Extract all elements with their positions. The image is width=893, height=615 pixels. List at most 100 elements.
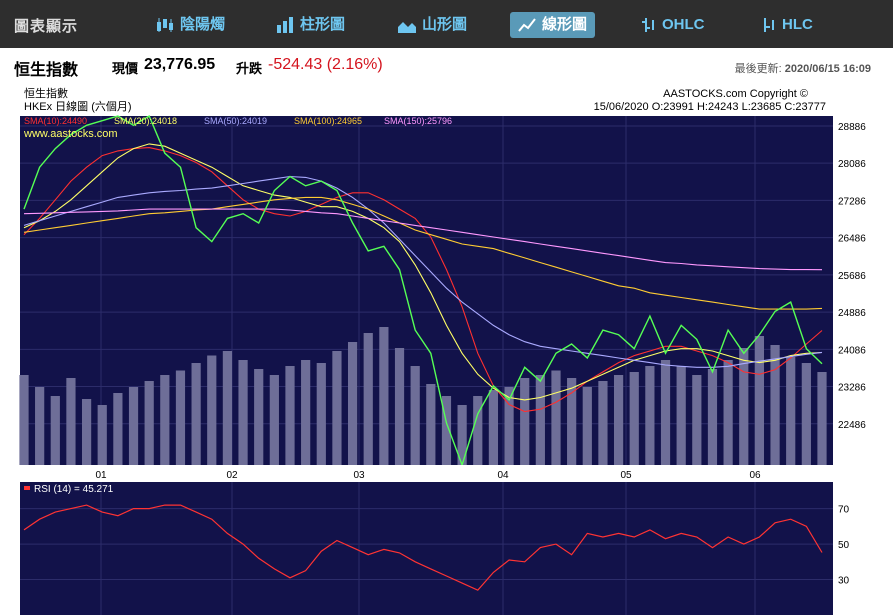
volume-bar bbox=[473, 396, 483, 465]
volume-bar bbox=[692, 375, 702, 465]
legend-entry-sma50: SMA(50):24019 bbox=[204, 116, 267, 126]
legend-entry-sma20: SMA(20):24018 bbox=[114, 116, 177, 126]
volume-bar bbox=[817, 372, 827, 465]
series-line-sma100 bbox=[23, 196, 823, 310]
x-tick-label: 03 bbox=[353, 470, 365, 481]
volume-bar bbox=[269, 375, 279, 465]
series-line-sma20 bbox=[23, 143, 823, 401]
tab-candlestick[interactable]: 陰陽燭 bbox=[156, 12, 225, 38]
main-y-tick-label: 28086 bbox=[838, 159, 866, 170]
volume-bar bbox=[676, 366, 686, 465]
current-price: 23,776.95 bbox=[144, 56, 216, 73]
main-y-tick-label: 22486 bbox=[838, 420, 866, 431]
volume-bar bbox=[66, 378, 76, 465]
volume-bar bbox=[645, 366, 655, 465]
tab-line[interactable]: 線形圖 bbox=[510, 12, 596, 38]
volume-bar bbox=[394, 348, 405, 465]
volume-bar bbox=[254, 369, 264, 465]
legend-entry-sma150: SMA(150):25796 bbox=[384, 116, 452, 126]
volume-bar bbox=[332, 351, 342, 465]
tab-hlc[interactable]: HLC bbox=[762, 12, 813, 38]
volume-bar bbox=[504, 387, 514, 465]
volume-bar bbox=[786, 357, 796, 465]
volume-bar bbox=[723, 360, 733, 465]
copyright: AASTOCKS.com Copyright © bbox=[663, 88, 808, 100]
tab-candlestick-label: 陰陽燭 bbox=[180, 16, 226, 33]
last-updated-label: 最後更新: bbox=[734, 63, 782, 75]
rsi-grid bbox=[20, 482, 833, 615]
volume-bar bbox=[238, 360, 248, 465]
main-series bbox=[23, 114, 823, 468]
price-change: -524.43 (2.16%) bbox=[268, 56, 383, 73]
main-y-ticks: 22486 23286 24086 24886 25686 26486 27286 28086… bbox=[838, 122, 866, 431]
price-chart: 恒生指數 HKEx 日線圖 (六個月) AASTOCKS.com Copyrig… bbox=[0, 86, 893, 615]
last-updated-value: 2020/06/15 16:09 bbox=[784, 63, 871, 75]
tab-line-label: 線形圖 bbox=[542, 16, 588, 33]
chart-type-toolbar: 圖表顯示 陰陽燭 柱形圖 山形圖 線形圖 OHLC HLC bbox=[0, 0, 893, 48]
volume-bar bbox=[567, 378, 577, 465]
x-tick-label: 06 bbox=[749, 470, 761, 481]
volume-bar bbox=[207, 355, 217, 465]
volume-bar bbox=[582, 387, 592, 465]
volume-bar bbox=[128, 387, 139, 465]
main-y-tick-label: 23286 bbox=[838, 383, 866, 394]
main-y-tick-label: 24886 bbox=[838, 308, 866, 319]
last-updated: 最後更新: 2020/06/15 16:09 bbox=[735, 60, 871, 76]
legend-entry-sma100: SMA(100):24965 bbox=[294, 116, 362, 126]
volume-bar bbox=[441, 396, 452, 465]
main-y-tick-label: 24086 bbox=[838, 345, 866, 356]
rsi-line bbox=[23, 504, 823, 591]
tab-ohlc[interactable]: OHLC bbox=[642, 12, 705, 38]
x-tick-label: 01 bbox=[95, 470, 107, 481]
volume-bar bbox=[754, 336, 765, 465]
volume-bar bbox=[410, 366, 420, 465]
chart-title: 恒生指數 bbox=[24, 86, 68, 100]
volume-bar bbox=[175, 370, 186, 465]
volume-bar bbox=[629, 372, 639, 465]
volume-bar bbox=[81, 399, 92, 465]
area-chart-icon bbox=[398, 22, 416, 34]
volume-bar bbox=[301, 360, 311, 465]
volume-bar bbox=[19, 375, 29, 465]
rsi-legend-swatch bbox=[24, 486, 30, 490]
volume-bar bbox=[801, 363, 811, 465]
main-y-tick-label: 27286 bbox=[838, 196, 866, 207]
volume-bar bbox=[363, 333, 373, 465]
volume-bar bbox=[222, 351, 233, 465]
volume-bar bbox=[347, 342, 358, 465]
toolbar-title: 圖表顯示 bbox=[14, 18, 79, 35]
volume-bar bbox=[316, 363, 326, 465]
main-y-tick-label: 26486 bbox=[838, 234, 866, 245]
x-tick-label: 05 bbox=[620, 470, 632, 481]
line-chart-icon bbox=[518, 18, 536, 32]
x-axis-labels: 01 02 03 04 05 06 bbox=[95, 470, 761, 481]
volume-bar bbox=[191, 363, 201, 465]
x-tick-label: 04 bbox=[497, 470, 509, 481]
x-tick-label: 02 bbox=[226, 470, 238, 481]
volume-bar bbox=[660, 360, 671, 465]
series-line-sma50 bbox=[23, 175, 823, 368]
chart-subtitle: HKEx 日線圖 (六個月) bbox=[24, 99, 132, 113]
rsi-y-tick-label: 30 bbox=[838, 576, 850, 587]
stock-name: 恒生指數 bbox=[14, 62, 79, 79]
tab-bar-label: 柱形圖 bbox=[300, 16, 346, 33]
rsi-y-tick-label: 70 bbox=[838, 505, 850, 516]
main-y-tick-label: 28886 bbox=[838, 122, 866, 133]
tab-area[interactable]: 山形圖 bbox=[398, 12, 467, 38]
volume-bar bbox=[35, 387, 45, 465]
volume-bars bbox=[19, 327, 827, 465]
ohlc-icon bbox=[642, 18, 654, 33]
volume-bar bbox=[144, 381, 154, 465]
series-line-sma150 bbox=[23, 208, 823, 271]
tab-bar[interactable]: 柱形圖 bbox=[276, 12, 345, 38]
volume-bar bbox=[770, 345, 780, 465]
volume-bar bbox=[113, 393, 123, 465]
watermark: www.aastocks.com bbox=[23, 128, 118, 140]
rsi-series bbox=[23, 504, 823, 591]
volume-bar bbox=[613, 375, 624, 465]
tab-area-label: 山形圖 bbox=[422, 16, 468, 33]
change-label: 升跌 bbox=[236, 61, 263, 76]
volume-bar bbox=[707, 369, 718, 465]
volume-bar bbox=[598, 381, 608, 465]
volume-bar bbox=[426, 384, 436, 465]
